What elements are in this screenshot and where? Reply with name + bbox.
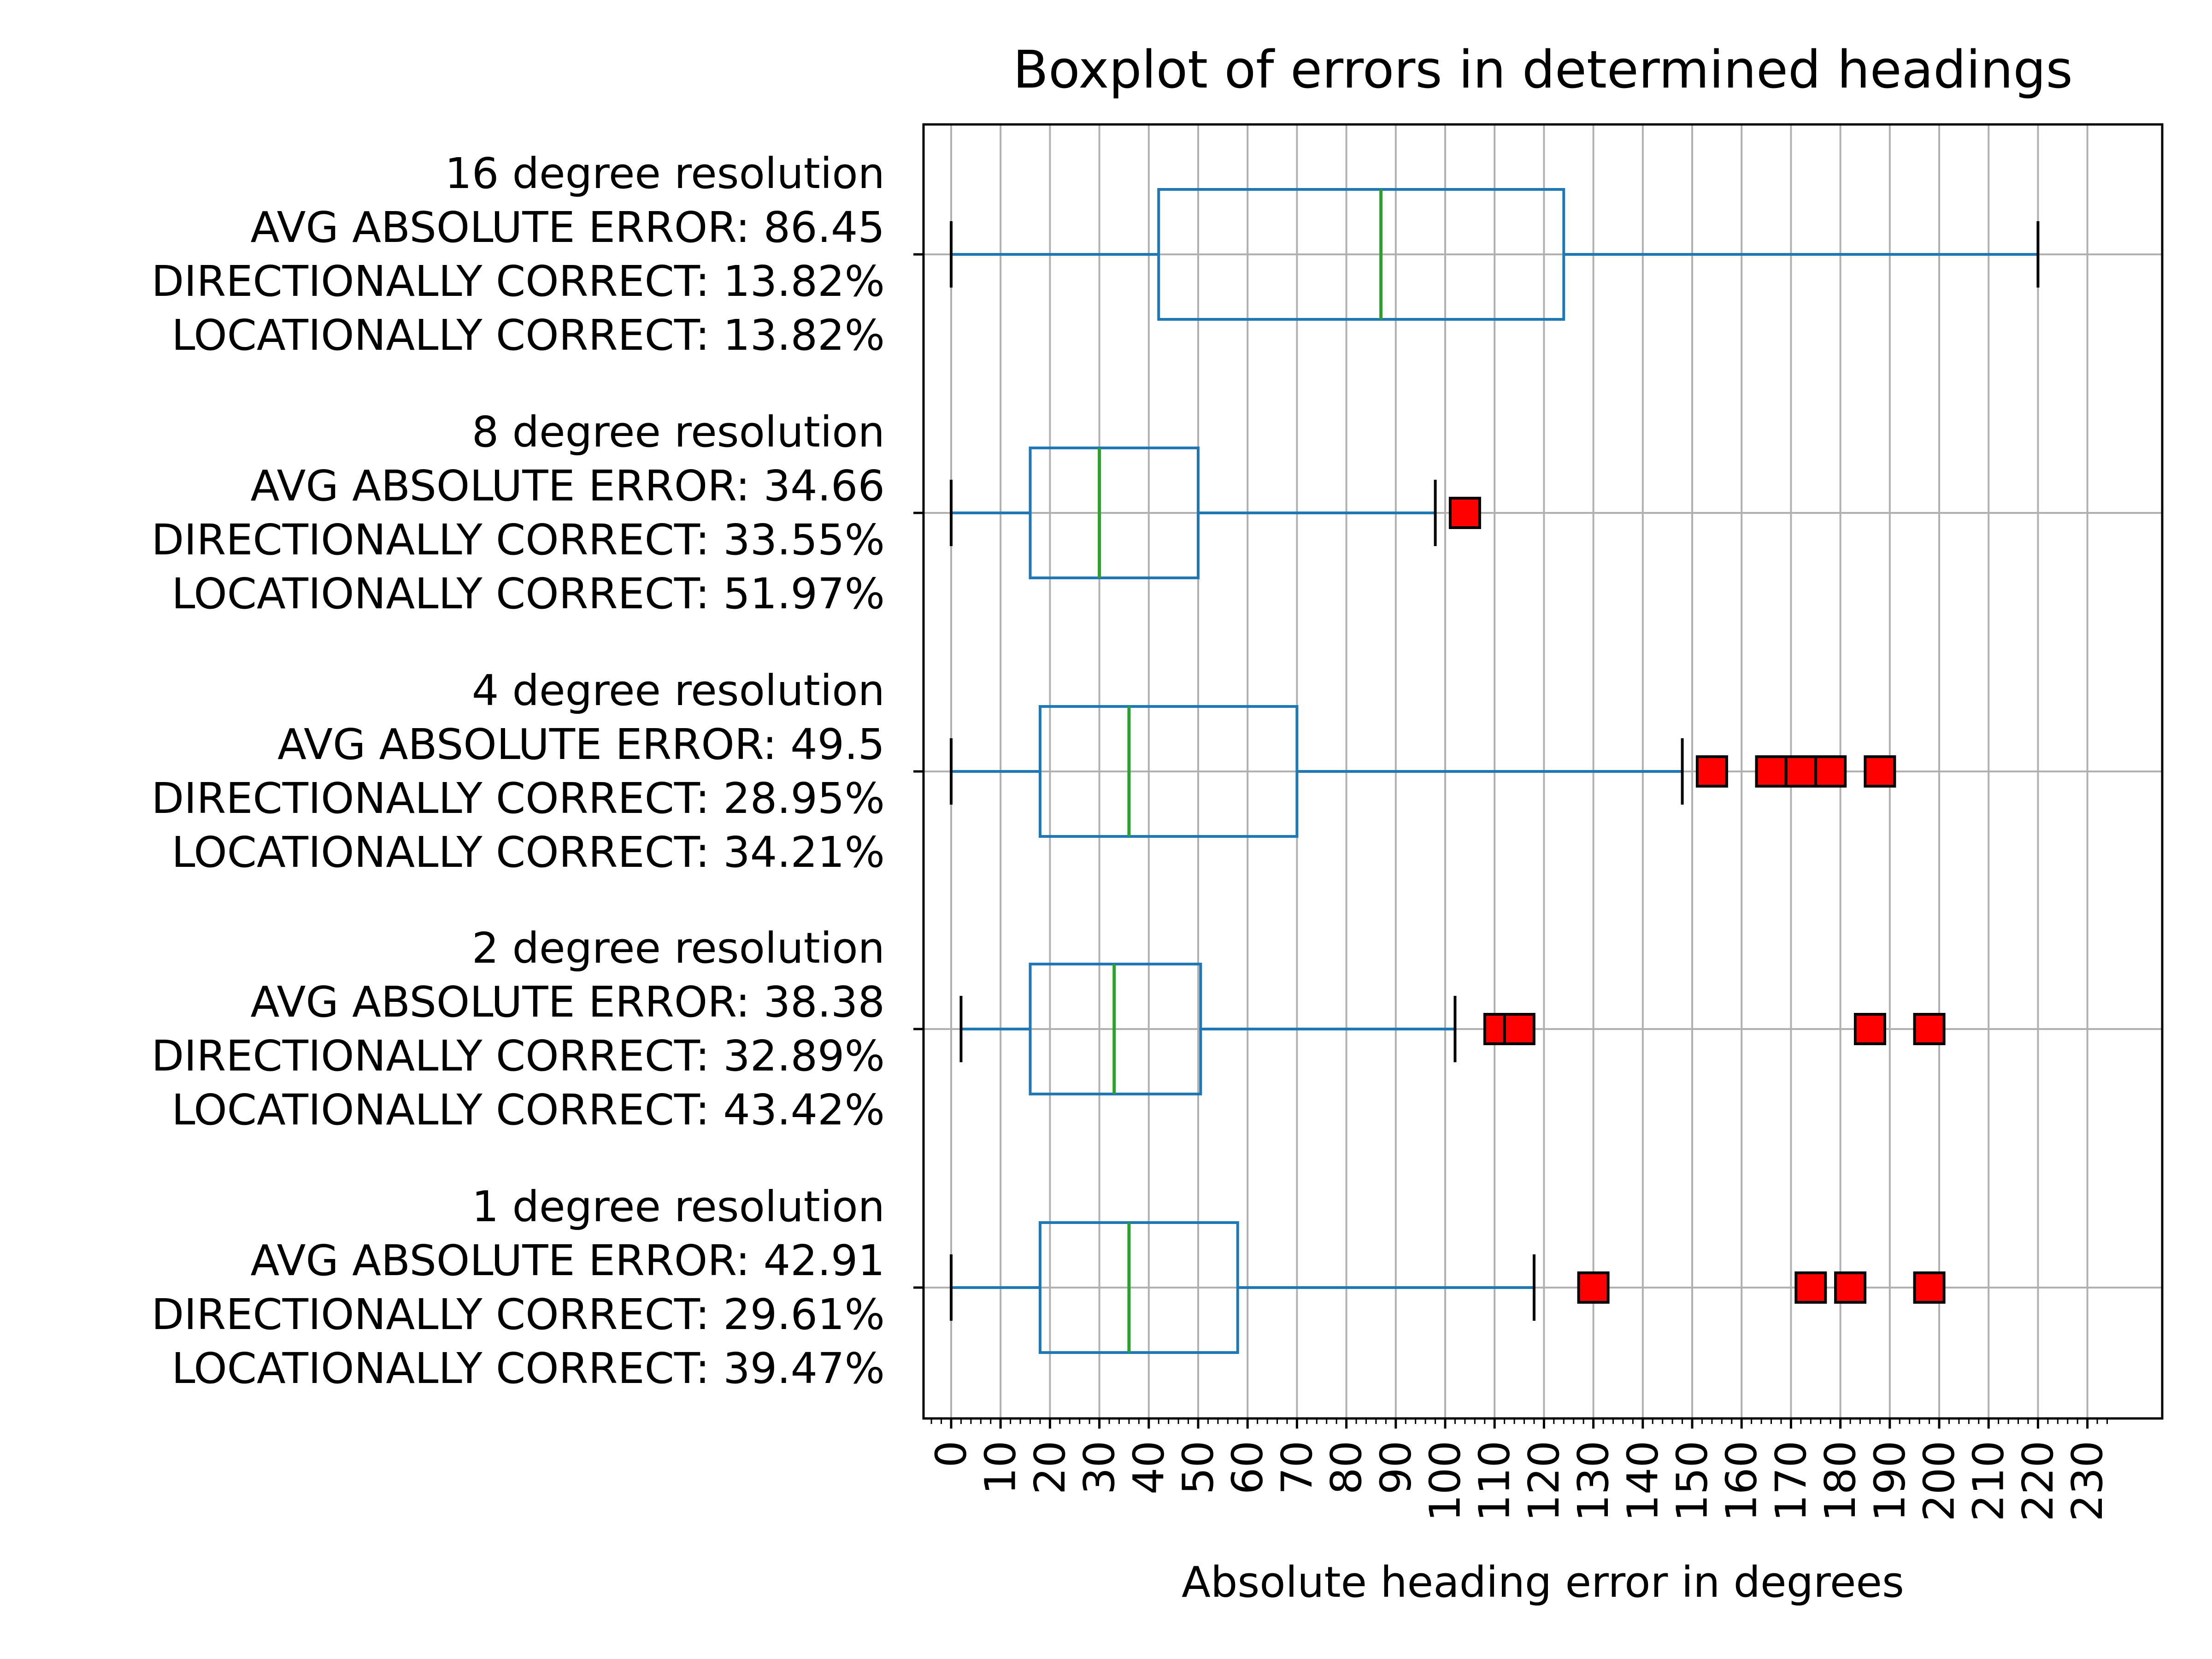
box-group	[950, 1221, 1946, 1354]
outlier-marker	[1577, 1271, 1610, 1304]
axis-ticks: 0 10 20 30 40 50 60 70 80 90 100 110 120 130 140 150 160…	[152, 149, 2112, 1522]
y-category-label: 4 degree resolution	[472, 666, 885, 715]
outlier-marker	[1503, 1013, 1535, 1045]
y-category-label: LOCATIONALLY CORRECT: 34.21%	[171, 828, 885, 877]
x-tick-label: 10	[976, 1441, 1025, 1494]
x-tick-label: 0	[927, 1441, 976, 1468]
outlier-marker	[1784, 755, 1817, 788]
x-tick-label: 60	[1223, 1441, 1272, 1494]
y-category-label: DIRECTIONALLY CORRECT: 33.55%	[152, 515, 885, 565]
y-category-label: DIRECTIONALLY CORRECT: 28.95%	[152, 774, 885, 823]
y-category-label: AVG ABSOLUTE ERROR: 34.66	[251, 461, 885, 511]
y-category-label: 8 degree resolution	[472, 407, 885, 457]
x-tick-label: 120	[1519, 1441, 1569, 1522]
x-tick-label: 230	[2063, 1441, 2112, 1522]
y-category-label: AVG ABSOLUTE ERROR: 86.45	[251, 203, 885, 252]
x-tick-label: 40	[1124, 1441, 1173, 1494]
outlier-marker	[1834, 1271, 1867, 1304]
iqr-box	[1029, 447, 1200, 579]
x-tick-label: 160	[1717, 1441, 1766, 1522]
y-category-label: 1 degree resolution	[472, 1182, 885, 1231]
y-category-label: LOCATIONALLY CORRECT: 39.47%	[171, 1344, 885, 1393]
x-tick-label: 70	[1272, 1441, 1322, 1494]
x-tick-label: 220	[2013, 1441, 2063, 1522]
boxes	[950, 188, 2040, 1354]
x-tick-label: 150	[1668, 1441, 1717, 1522]
y-category-label: AVG ABSOLUTE ERROR: 38.38	[251, 977, 885, 1027]
outlier-marker	[1814, 755, 1847, 788]
x-axis-label: Absolute heading error in degrees	[1182, 1558, 1904, 1607]
x-tick-label: 200	[1915, 1441, 1964, 1522]
chart-title: Boxplot of errors in determined headings	[1013, 40, 2073, 100]
plot-frame	[922, 123, 2164, 1420]
x-tick-label: 20	[1025, 1441, 1075, 1494]
outlier-marker	[1853, 1013, 1886, 1045]
x-tick-label: 110	[1470, 1441, 1519, 1522]
y-category-label: AVG ABSOLUTE ERROR: 42.91	[251, 1236, 885, 1285]
y-category-label: LOCATIONALLY CORRECT: 51.97%	[171, 569, 885, 618]
x-tick-label: 50	[1174, 1441, 1223, 1494]
iqr-box	[1157, 188, 1565, 321]
outlier-marker	[1755, 755, 1788, 788]
y-category-label: DIRECTIONALLY CORRECT: 32.89%	[152, 1031, 885, 1081]
outlier-marker	[1794, 1271, 1827, 1304]
y-category-label: DIRECTIONALLY CORRECT: 29.61%	[152, 1290, 885, 1339]
x-tick-label: 140	[1618, 1441, 1667, 1522]
outlier-marker	[1913, 1271, 1946, 1304]
iqr-box	[1038, 1221, 1239, 1354]
x-tick-label: 80	[1322, 1441, 1371, 1494]
x-tick-label: 210	[1964, 1441, 2013, 1522]
x-tick-label: 180	[1816, 1441, 1865, 1522]
iqr-box	[1038, 705, 1299, 838]
x-tick-label: 170	[1766, 1441, 1816, 1522]
outlier-marker	[1695, 755, 1728, 788]
outlier-marker	[1913, 1013, 1946, 1045]
y-category-label: 2 degree resolution	[472, 924, 885, 973]
box-group	[950, 447, 1481, 579]
x-tick-label: 190	[1865, 1441, 1914, 1522]
y-category-label: 16 degree resolution	[445, 149, 885, 198]
box-group	[950, 188, 2040, 321]
y-category-label: AVG ABSOLUTE ERROR: 49.5	[277, 720, 885, 769]
x-tick-label: 90	[1371, 1441, 1420, 1494]
x-tick-label: 30	[1075, 1441, 1124, 1494]
outlier-marker	[1448, 497, 1481, 529]
y-category-label: DIRECTIONALLY CORRECT: 13.82%	[152, 257, 885, 306]
x-tick-label: 100	[1421, 1441, 1470, 1522]
box-group	[950, 705, 1896, 838]
box-group	[959, 963, 1946, 1095]
x-tick-label: 130	[1569, 1441, 1618, 1522]
y-category-label: LOCATIONALLY CORRECT: 43.42%	[171, 1085, 885, 1135]
outlier-marker	[1864, 755, 1896, 788]
y-category-label: LOCATIONALLY CORRECT: 13.82%	[171, 311, 885, 360]
